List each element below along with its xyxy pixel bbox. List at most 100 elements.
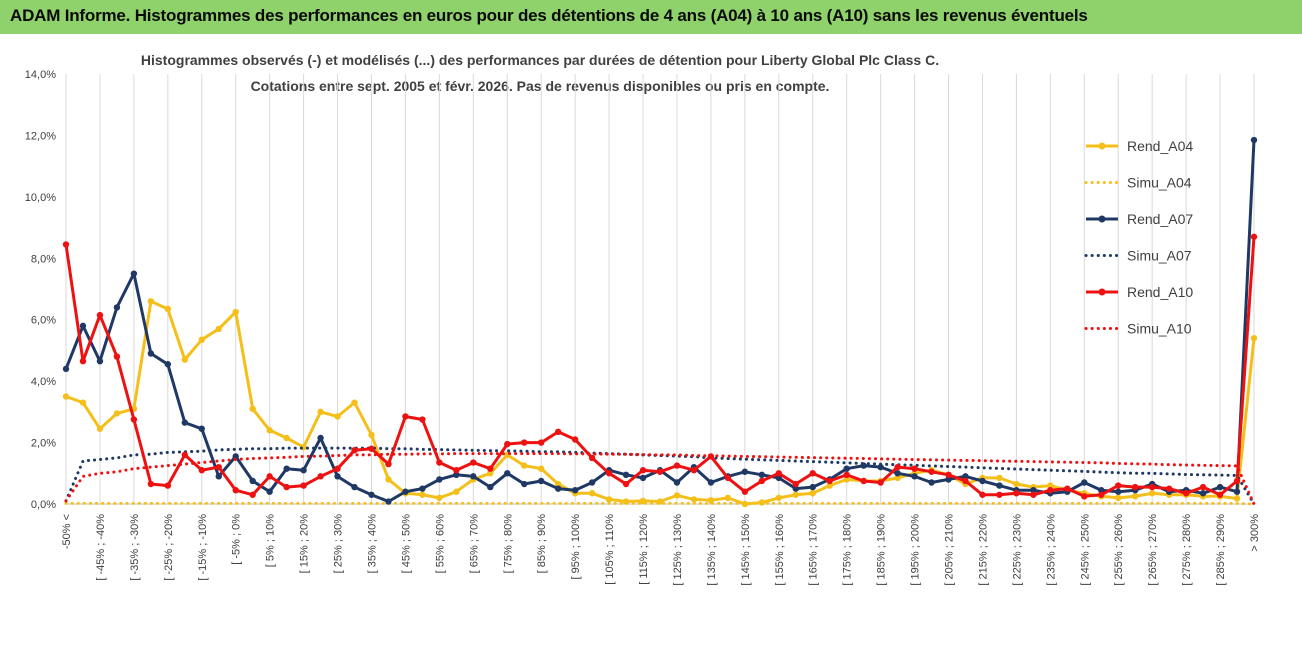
data-point (334, 465, 341, 472)
x-tick-label: [ 205% ; 210% (944, 514, 956, 586)
data-point (639, 474, 647, 482)
data-point (843, 471, 850, 479)
data-point (894, 470, 901, 477)
x-tick-label: [ -15% ; -10% (197, 514, 209, 581)
data-point (1165, 485, 1173, 492)
data-point (470, 459, 477, 466)
data-point (996, 491, 1003, 498)
data-point (181, 419, 188, 426)
legend-label: Rend_A10 (1127, 284, 1193, 300)
x-tick-label: [ -25% ; -20% (163, 514, 175, 581)
title-banner: ADAM Informe. Histogrammes des performan… (0, 0, 1302, 34)
legend-item-Simu_A04[interactable]: Simu_A04 (1084, 175, 1192, 191)
data-point (928, 479, 935, 486)
data-point (504, 470, 511, 477)
data-point (164, 361, 172, 368)
data-point (775, 470, 782, 477)
x-tick-label: [ 145% ; 150% (740, 514, 752, 586)
data-point (673, 479, 681, 486)
data-point (639, 467, 647, 474)
data-point (487, 470, 494, 477)
data-point (826, 482, 833, 489)
data-point (1148, 483, 1156, 491)
data-point (1148, 490, 1156, 497)
data-point (402, 413, 409, 420)
data-point (656, 468, 664, 475)
series-Rend_A10 (62, 233, 1258, 500)
data-point (1047, 486, 1054, 494)
series-Simu_A07 (64, 446, 1256, 506)
x-tick-label: [ 175% ; 180% (842, 514, 854, 586)
data-point (147, 350, 155, 357)
data-point (538, 439, 545, 446)
data-point (504, 440, 511, 448)
x-tick-label: [ 185% ; 190% (876, 514, 888, 586)
legend-marker (1098, 142, 1106, 150)
data-point (554, 428, 562, 436)
data-point (724, 474, 732, 482)
x-tick-label: [ 225% ; 230% (1011, 514, 1023, 586)
x-tick-label: [ 115% ; 120% (638, 514, 650, 585)
data-point (588, 490, 596, 497)
series-lines (62, 136, 1258, 508)
data-point (215, 463, 222, 471)
data-point (198, 425, 205, 432)
data-point (487, 465, 494, 472)
data-point (96, 425, 104, 432)
data-point (385, 476, 392, 483)
legend-marker (1098, 288, 1106, 296)
legend-marker (1098, 215, 1106, 223)
legend-item-Simu_A10[interactable]: Simu_A10 (1084, 321, 1192, 337)
data-point (62, 241, 70, 248)
legend-item-Rend_A10[interactable]: Rend_A10 (1086, 284, 1193, 300)
data-point (351, 483, 358, 491)
data-point (453, 488, 460, 495)
data-point (181, 451, 188, 459)
x-tick-label: -50% < (61, 514, 73, 549)
data-point (1030, 486, 1037, 494)
x-tick-label: [ 285% ; 290% (1215, 514, 1227, 586)
data-point (622, 480, 630, 488)
data-point (622, 471, 630, 479)
data-point (1250, 136, 1258, 144)
x-tick-label: [ 95% ; 100% (570, 514, 582, 580)
data-point (1216, 483, 1224, 491)
data-point (554, 485, 562, 492)
data-point (62, 393, 70, 400)
data-point (419, 491, 426, 498)
data-point (741, 468, 749, 475)
data-point (283, 483, 290, 491)
legend-item-Rend_A07[interactable]: Rend_A07 (1086, 211, 1193, 227)
data-point (571, 436, 579, 443)
x-tick-label: [ 155% ; 160% (774, 514, 786, 586)
data-point (436, 476, 443, 483)
data-point (996, 474, 1003, 482)
data-point (809, 470, 816, 477)
data-point (419, 485, 426, 492)
data-point (368, 431, 375, 439)
data-point (1013, 480, 1020, 488)
legend-item-Rend_A04[interactable]: Rend_A04 (1086, 138, 1193, 154)
x-tick-label: [ -5% ; 0% (231, 514, 243, 565)
x-tick-label: [ 25% ; 30% (333, 514, 345, 574)
data-point (113, 304, 121, 311)
data-point (1199, 483, 1207, 491)
data-point (487, 483, 494, 491)
data-point (962, 477, 969, 485)
x-tick-label: [ 255% ; 260% (1113, 514, 1125, 586)
data-point (402, 488, 409, 495)
data-point (1115, 488, 1122, 495)
x-tick-label: [ 15% ; 20% (299, 514, 311, 574)
x-tick-label: [ 45% ; 50% (400, 514, 412, 574)
data-point (877, 463, 884, 471)
x-tick-label: [ 105% ; 110% (604, 514, 616, 585)
legend[interactable]: Rend_A04 Simu_A04 Rend_A07 Simu_A07 Rend_A10… (1084, 138, 1193, 337)
data-point (130, 416, 138, 423)
chart-title-line2: Cotations entre sept. 2005 et févr. 2026… (251, 78, 830, 94)
data-point (1199, 490, 1207, 497)
x-tick-label: [ 195% ; 200% (910, 514, 922, 586)
x-tick-label: > 300% (1249, 514, 1261, 552)
x-tick-label: [ -45% ; -40% (95, 514, 107, 581)
data-point (1132, 483, 1139, 491)
legend-item-Simu_A07[interactable]: Simu_A07 (1084, 248, 1192, 264)
